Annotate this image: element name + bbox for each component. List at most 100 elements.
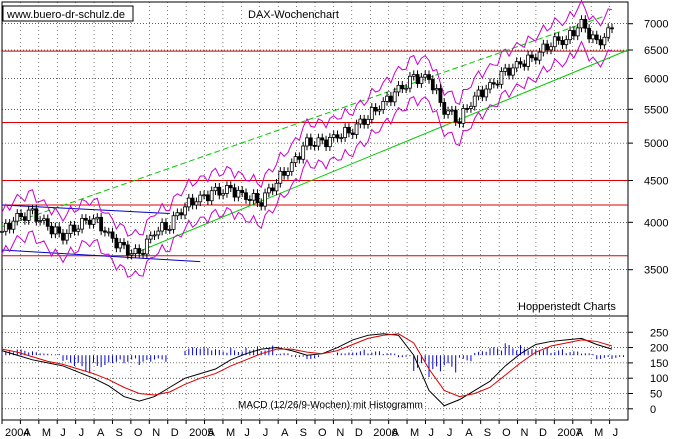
- uptrend-line: [128, 49, 629, 257]
- candle-body: [606, 27, 611, 38]
- candle-body: [369, 106, 374, 120]
- candle-body: [194, 201, 199, 206]
- price-tick-label: 6000: [644, 73, 668, 85]
- candle-body: [297, 156, 302, 160]
- price-tick-label: 7000: [644, 19, 668, 31]
- candle-body: [514, 61, 519, 69]
- candle-body: [537, 51, 542, 61]
- x-tick-label: J: [79, 427, 85, 439]
- candle-body: [171, 215, 176, 230]
- candle-body: [141, 252, 145, 255]
- candle-body: [434, 88, 439, 91]
- candle-body: [362, 118, 367, 125]
- candle-body: [388, 95, 393, 103]
- x-tick-label: J: [60, 427, 65, 439]
- candle-body: [232, 187, 237, 198]
- candle-body: [91, 218, 96, 225]
- candle-body: [404, 87, 409, 90]
- watermark-box: [2, 5, 134, 22]
- candle-body: [179, 212, 184, 216]
- x-tick-label: A: [97, 427, 105, 439]
- candle-body: [164, 222, 168, 230]
- candle-body: [583, 19, 588, 29]
- candle-body: [480, 89, 485, 98]
- macd-tick-label: 100: [650, 373, 668, 385]
- chart-title: DAX-Wochenchart: [248, 9, 339, 21]
- signal-line: [1, 333, 613, 398]
- candle-body: [430, 79, 435, 91]
- candle-body: [68, 224, 73, 234]
- candle-body: [11, 220, 16, 230]
- candle-body: [202, 194, 206, 197]
- candle-body: [381, 101, 386, 110]
- candle-body: [591, 34, 595, 40]
- x-tick-label: N: [152, 427, 160, 439]
- x-tick-label: M: [594, 427, 603, 439]
- candle-body: [129, 253, 134, 256]
- candle-body: [217, 186, 222, 196]
- candle-body: [549, 46, 553, 51]
- x-tick-label: M: [226, 427, 235, 439]
- downtrend-line-lower: [1, 249, 201, 263]
- x-tick-label: 2007: [557, 427, 581, 439]
- x-tick-label: O: [134, 427, 143, 439]
- candle-body: [278, 170, 283, 184]
- macd-tick-label: 50: [650, 389, 662, 401]
- price-tick-label: 6500: [644, 45, 668, 57]
- candle-body: [122, 242, 126, 246]
- candle-body: [255, 193, 260, 204]
- candle-body: [289, 162, 294, 172]
- x-tick-label: N: [336, 427, 344, 439]
- candle-body: [57, 226, 62, 234]
- candle-body: [541, 43, 546, 53]
- candle-body: [133, 248, 138, 255]
- candle-body: [137, 248, 142, 254]
- candle-body: [72, 224, 77, 232]
- candle-body: [125, 244, 130, 256]
- candle-body: [411, 74, 416, 77]
- candle-body: [152, 234, 157, 237]
- macd-tick-label: 150: [650, 358, 668, 370]
- candle-body: [438, 88, 443, 103]
- x-tick-label: S: [115, 427, 122, 439]
- candle-body: [213, 186, 218, 192]
- x-tick-label: D: [171, 427, 179, 439]
- candle-body: [240, 189, 245, 194]
- x-tick-label: D: [539, 427, 547, 439]
- x-tick-label: D: [355, 427, 363, 439]
- candle-body: [373, 106, 378, 112]
- candle-body: [259, 202, 264, 207]
- candle-body: [366, 118, 370, 125]
- candle-body: [270, 187, 275, 192]
- candle-body: [415, 74, 420, 84]
- candle-body: [228, 185, 233, 189]
- candle-body: [491, 82, 496, 85]
- candle-body: [354, 123, 359, 135]
- candle-body: [190, 197, 195, 206]
- candle-body: [87, 219, 92, 225]
- candle-body: [556, 36, 561, 41]
- candle-body: [335, 134, 340, 139]
- candle-body: [339, 137, 344, 140]
- candle-body: [610, 27, 614, 30]
- candle-body: [22, 216, 27, 221]
- x-tick-label: A: [281, 427, 289, 439]
- candle-body: [461, 108, 466, 124]
- candle-body: [160, 222, 165, 232]
- candle-body: [45, 218, 50, 227]
- x-tick-label: A: [23, 427, 31, 439]
- candle-body: [274, 182, 279, 192]
- candle-body: [316, 137, 321, 147]
- x-tick-label: 2006: [373, 427, 397, 439]
- candle-body: [377, 109, 382, 112]
- candle-body: [331, 134, 336, 138]
- candle-body: [3, 222, 8, 232]
- x-tick-label: 2004: [5, 427, 29, 439]
- candle-body: [175, 212, 180, 217]
- x-tick-label: A: [576, 427, 584, 439]
- x-tick-label: O: [502, 427, 511, 439]
- x-tick-label: A: [465, 427, 473, 439]
- candle-body: [167, 228, 172, 231]
- x-tick-label: A: [208, 427, 216, 439]
